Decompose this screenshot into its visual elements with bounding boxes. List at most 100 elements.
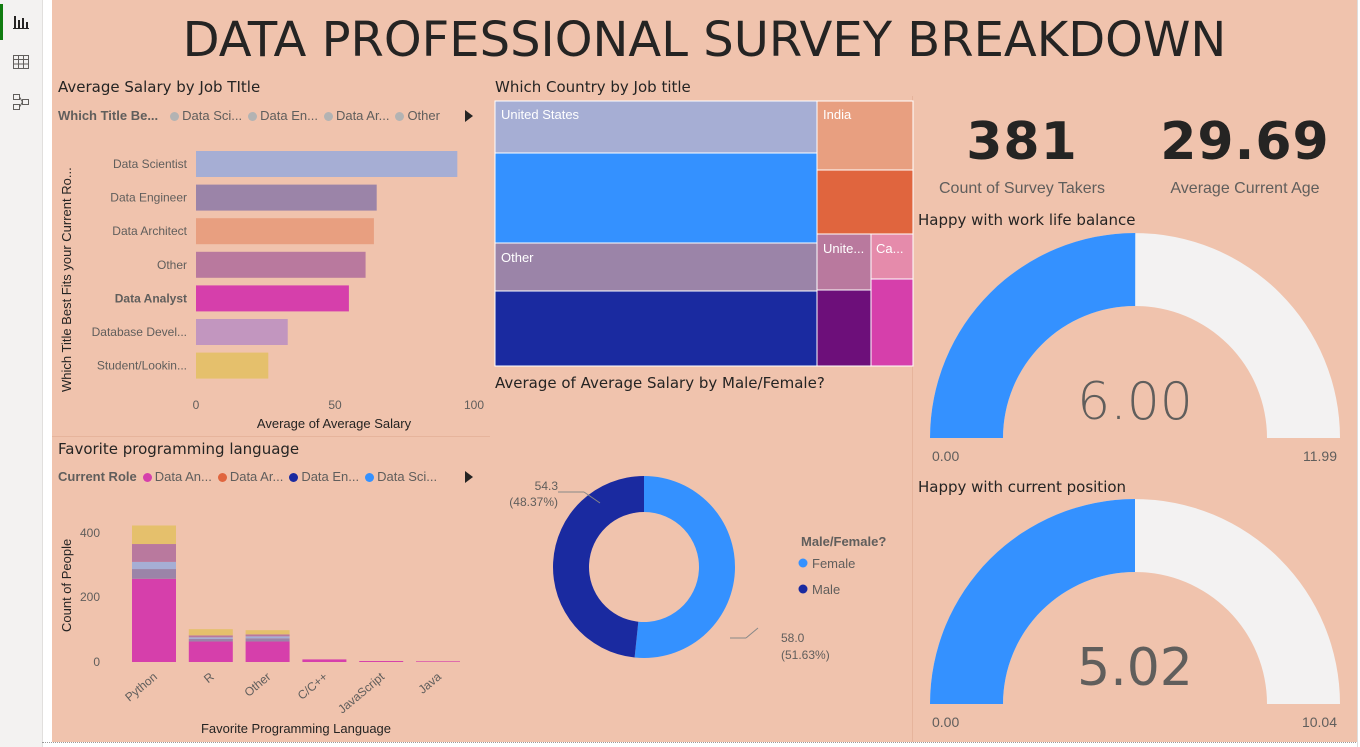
legend-item[interactable]: Data An... — [154, 469, 212, 484]
salary-category-label: Data Engineer — [110, 191, 187, 205]
scrollbar-edge — [1357, 0, 1360, 747]
view-sidebar — [0, 0, 43, 747]
legend-item[interactable]: Data Ar... — [335, 108, 390, 123]
language-bar-segment[interactable] — [188, 638, 233, 642]
active-view-indicator — [0, 4, 3, 40]
salary-bar[interactable] — [196, 151, 458, 177]
language-chart-title: Favorite programming language — [58, 440, 300, 458]
treemap-tile[interactable] — [494, 242, 818, 292]
label-leader-line — [583, 491, 601, 504]
language-bar-segment[interactable] — [132, 569, 176, 579]
legend-item[interactable]: Other — [407, 108, 440, 123]
model-view-icon[interactable] — [11, 92, 31, 112]
salary-chart-title: Average Salary by Job TItle — [58, 78, 261, 96]
treemap-tile[interactable] — [816, 100, 914, 171]
legend-dot — [170, 112, 180, 122]
salary-bar[interactable] — [196, 319, 288, 345]
treemap-tile[interactable] — [870, 233, 914, 280]
treemap-tile[interactable] — [494, 100, 818, 154]
gauge-max: 11.99 — [1303, 448, 1337, 464]
report-title: DATA PROFESSIONAL SURVEY BREAKDOWN — [182, 12, 1227, 68]
salary-category-label: Database Devel... — [92, 325, 187, 339]
salary-bar-chart: Which Title Best Fits your Current Ro...… — [59, 151, 484, 431]
data-view-icon[interactable] — [11, 52, 31, 72]
language-bar-segment[interactable] — [245, 641, 290, 662]
donut-slice[interactable] — [552, 476, 644, 658]
legend-item[interactable]: Data Sci... — [182, 108, 243, 123]
language-category-label: JavaScript — [335, 669, 387, 716]
salary-x-tick: 0 — [193, 398, 200, 412]
country-treemap: United States India Other Unite... Ca... — [494, 100, 914, 367]
treemap-label: United States — [501, 107, 580, 122]
language-category-label: Python — [122, 670, 160, 705]
salary-bar[interactable] — [196, 184, 377, 211]
salary-category-label: Data Analyst — [115, 291, 187, 305]
language-bar-segment[interactable] — [188, 641, 233, 662]
legend-item[interactable]: Data En... — [301, 469, 360, 484]
treemap-tile[interactable] — [816, 289, 872, 367]
gauge-value: 5.02 — [1077, 638, 1193, 698]
language-bar-segment[interactable] — [359, 661, 404, 662]
legend-title: Current Role — [58, 469, 137, 484]
legend-next-arrow-icon[interactable] — [464, 471, 474, 483]
gauge-fill — [930, 232, 1136, 438]
male-pct-label: (48.37%) — [509, 495, 558, 509]
language-y-axis-title: Count of People — [59, 539, 74, 632]
salary-category-label: Data Architect — [112, 224, 187, 238]
treemap-label: Other — [501, 250, 534, 265]
label-leader-line — [745, 627, 759, 639]
treemap-tile[interactable] — [494, 290, 818, 367]
language-bar-segment[interactable] — [132, 561, 176, 570]
treemap-tile[interactable] — [816, 169, 914, 235]
language-chart-legend: Current Role Data An... Data Ar... Data En.… — [58, 469, 437, 484]
language-bar-segment[interactable] — [245, 636, 290, 639]
language-category-label: C/C++ — [295, 670, 331, 703]
page-boundary — [42, 742, 1360, 743]
language-bar-segment[interactable] — [245, 630, 290, 635]
gauge-position-title: Happy with current position — [918, 478, 1127, 496]
language-category-label: Other — [242, 670, 274, 700]
salary-bar[interactable] — [196, 352, 269, 379]
donut-slice[interactable] — [634, 476, 735, 658]
language-bar-segment[interactable] — [188, 637, 233, 639]
salary-bar[interactable] — [196, 218, 374, 245]
language-bar-segment[interactable] — [245, 638, 290, 642]
legend-dot — [798, 558, 808, 568]
legend-item[interactable]: Data En... — [260, 108, 318, 123]
donut-chart-title: Average of Average Salary by Male/Female… — [495, 374, 825, 392]
salary-bar[interactable] — [196, 285, 349, 312]
salary-chart-legend: Which Title Be... Data Sci... Data En... Da… — [58, 108, 440, 123]
language-bar-segment[interactable] — [132, 578, 176, 662]
legend-item[interactable]: Male — [812, 582, 840, 597]
legend-dot — [289, 473, 299, 483]
legend-dot — [395, 112, 405, 122]
kpi-age-value: 29.69 — [1160, 112, 1330, 172]
legend-item[interactable]: Female — [812, 556, 855, 571]
legend-item[interactable]: Data Ar... — [229, 469, 284, 484]
treemap-label: India — [823, 107, 852, 122]
donut-legend-title: Male/Female? — [801, 534, 886, 549]
language-x-axis-title: Favorite Programming Language — [201, 721, 391, 736]
treemap-tile[interactable] — [494, 152, 818, 244]
treemap-tile[interactable] — [870, 278, 914, 367]
language-bar-segment[interactable] — [132, 525, 176, 545]
legend-dot — [217, 473, 227, 483]
language-bar-segment[interactable] — [302, 659, 347, 662]
kpi-age-label: Average Current Age — [1170, 180, 1320, 197]
gauge-worklife-title: Happy with work life balance — [918, 211, 1136, 229]
gauge-min: 0.00 — [932, 714, 959, 730]
language-stacked-chart: Count of People 0 200 400 Python R Other C/… — [59, 525, 460, 736]
salary-bar[interactable] — [196, 251, 366, 278]
language-bar-segment[interactable] — [245, 634, 290, 637]
legend-item[interactable]: Data Sci... — [377, 469, 438, 484]
language-bar-segment[interactable] — [188, 629, 233, 636]
legend-title: Which Title Be... — [58, 108, 159, 123]
report-view-icon[interactable] — [11, 12, 31, 32]
language-bar-segment[interactable] — [188, 635, 233, 638]
gauge-fill — [930, 499, 1135, 704]
treemap-tile[interactable] — [816, 233, 872, 291]
legend-next-arrow-icon[interactable] — [464, 110, 474, 122]
language-category-label: Java — [416, 669, 445, 696]
language-bar-segment[interactable] — [416, 661, 460, 662]
language-bar-segment[interactable] — [132, 544, 176, 562]
